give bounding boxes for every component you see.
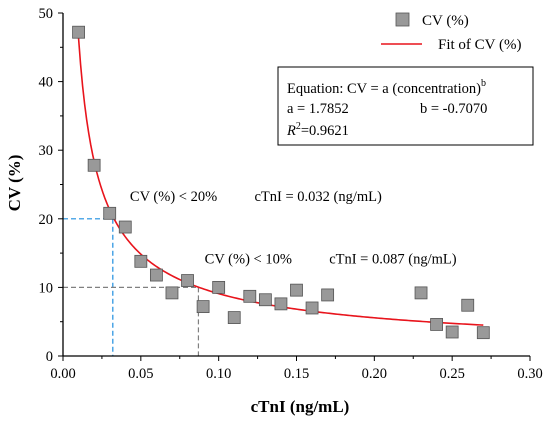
- x-axis-label: cTnI (ng/mL): [251, 397, 350, 416]
- data-point: [461, 298, 475, 312]
- x-ticks: 0.00 0.05 0.10 0.15 0.20 0.25 0.30: [50, 356, 543, 382]
- data-point: [149, 268, 163, 282]
- legend-marker-scatter: [395, 12, 410, 27]
- y-axis-label: CV (%): [5, 155, 24, 212]
- x-tick-label: 0.30: [517, 366, 542, 382]
- equation-b: b = -0.7070: [420, 101, 487, 117]
- data-point: [196, 300, 210, 314]
- data-point: [134, 254, 148, 268]
- axes: 0.00 0.05 0.10 0.15 0.20 0.25 0.30 0 10 20 30 40 50: [39, 6, 543, 382]
- data-point: [87, 158, 101, 172]
- equation-box: Equation: CV = a (concentration)b a = 1.…: [277, 66, 534, 146]
- legend-label-scatter: CV (%): [422, 13, 469, 29]
- data-point: [305, 301, 319, 315]
- data-point: [258, 293, 272, 307]
- data-point: [321, 288, 335, 302]
- annotations: CV (%) < 20% cTnI = 0.032 (ng/mL) CV (%) <…: [130, 189, 457, 267]
- equation-line: Equation: CV = a (concentration)b: [287, 78, 486, 97]
- legend: CV (%) Fit of CV (%): [381, 12, 521, 53]
- data-points: [72, 25, 490, 340]
- y-tick-label: 40: [39, 75, 54, 91]
- x-tick-label: 0.25: [439, 366, 464, 382]
- data-point: [212, 280, 226, 294]
- data-point: [414, 286, 428, 300]
- annotation-label: cTnI = 0.032 (ng/mL): [254, 189, 382, 205]
- y-ticks: 0 10 20 30 40 50: [39, 6, 63, 365]
- x-tick-label: 0.15: [284, 366, 309, 382]
- equation-box-frame: [277, 66, 534, 146]
- data-point: [274, 297, 288, 311]
- x-tick-label: 0.20: [362, 366, 387, 382]
- data-point: [430, 318, 444, 331]
- data-point: [165, 286, 179, 300]
- equation-a: a = 1.7852: [287, 101, 349, 117]
- x-tick-label: 0.10: [206, 366, 231, 382]
- data-point: [445, 325, 459, 339]
- data-point: [243, 289, 257, 303]
- x-tick-label: 0.00: [50, 366, 75, 382]
- data-point: [227, 311, 241, 324]
- x-tick-label: 0.05: [128, 366, 153, 382]
- data-point: [118, 220, 132, 234]
- y-tick-label: 10: [39, 280, 54, 296]
- legend-label-fit: Fit of CV (%): [438, 37, 521, 53]
- data-point: [290, 283, 303, 297]
- equation-r2: R2=0.9621: [286, 121, 349, 139]
- y-tick-label: 50: [39, 6, 54, 22]
- y-tick-label: 20: [39, 212, 54, 228]
- data-point: [181, 274, 194, 287]
- data-point: [476, 326, 490, 340]
- data-point: [103, 206, 117, 220]
- annotation-label: CV (%) < 10%: [205, 251, 292, 267]
- annotation-label: CV (%) < 20%: [130, 189, 217, 205]
- y-tick-label: 0: [46, 349, 53, 365]
- data-point: [72, 25, 85, 39]
- y-tick-label: 30: [39, 143, 54, 159]
- annotation-label: cTnI = 0.087 (ng/mL): [329, 251, 457, 267]
